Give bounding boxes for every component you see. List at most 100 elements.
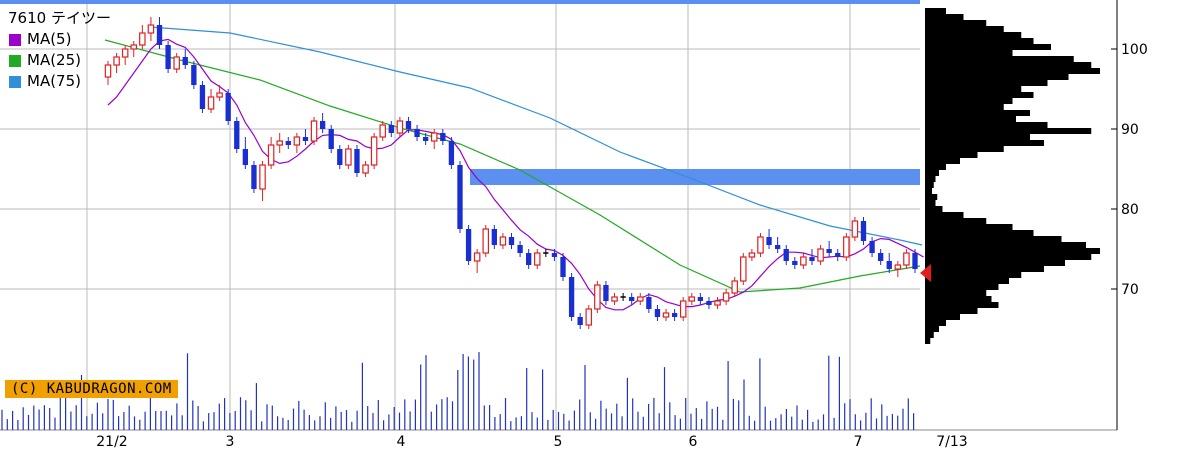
candle (835, 249, 841, 261)
volume-profile-bar (925, 80, 1048, 86)
candle (671, 309, 678, 321)
chart-title: 7610 テイツー (8, 9, 111, 27)
candle (869, 237, 875, 257)
candle (147, 17, 155, 41)
volume-profile-bar (925, 176, 936, 182)
volume-profile-bar (925, 218, 987, 224)
candle (792, 257, 798, 269)
candle (319, 113, 326, 133)
candle (259, 161, 266, 201)
candle (646, 293, 652, 313)
volume-profile-bar (925, 236, 1062, 242)
candle (533, 249, 541, 269)
candle (121, 45, 129, 65)
legend-label: MA(5) (27, 30, 72, 48)
candle (362, 161, 369, 177)
candle (757, 233, 764, 257)
candle (473, 249, 481, 273)
moving-averages (104, 26, 924, 311)
legend-label: MA(75) (27, 72, 81, 90)
candle (809, 249, 815, 265)
volume-profile-bar (925, 146, 1004, 152)
volume-profile-bar (925, 170, 939, 176)
copyright-label: (C) KABUDRAGON.COM (5, 380, 178, 398)
ma5-swatch (9, 33, 21, 46)
candle (740, 253, 747, 285)
candle (594, 281, 601, 313)
ma25-swatch (9, 54, 21, 67)
volume-profile-bar (925, 332, 934, 338)
candle (499, 233, 507, 249)
legend: 7610 テイツー MA(5) MA(25) MA(75) (6, 8, 111, 92)
candle (267, 137, 275, 169)
candle (517, 241, 523, 257)
ma25-line (104, 39, 921, 293)
volume-profile-bar (925, 8, 946, 14)
candle (706, 297, 712, 309)
volume-profile-bar (925, 314, 960, 320)
candle (182, 49, 188, 69)
candle (414, 125, 420, 141)
legend-item-ma5: MA(5) (6, 29, 111, 50)
candle (654, 305, 661, 321)
volume-profile-bar (925, 86, 1022, 92)
candle (310, 117, 318, 145)
volume-profile-bar (925, 182, 934, 188)
volume-profile-bar (925, 200, 936, 206)
candle (894, 261, 902, 277)
candle (191, 61, 197, 89)
candle (482, 225, 490, 257)
candle (328, 125, 334, 153)
candle (662, 309, 670, 321)
volume-profile-bar (925, 62, 1092, 68)
candle (903, 249, 910, 269)
volume-profile-bar (925, 230, 1034, 236)
legend-item-ma75: MA(75) (6, 71, 111, 92)
candle (156, 17, 163, 49)
candle (448, 137, 455, 169)
candle (242, 137, 249, 169)
x-tick-label: 4 (397, 434, 406, 450)
price-tick-label: 80 (1121, 202, 1139, 218)
volume-profile-bar (925, 116, 1016, 122)
candle (817, 245, 824, 265)
candle (620, 293, 626, 301)
volume-profile-bar (925, 152, 978, 158)
volume-profile-bar (925, 242, 1086, 248)
volume-profile (925, 8, 1100, 344)
candle (465, 225, 472, 265)
x-tick-label: 7/13 (936, 434, 967, 450)
volume-profile-bar (925, 338, 931, 344)
candle (766, 229, 772, 249)
volume-profile-bar (925, 44, 1051, 50)
candle (722, 289, 730, 305)
candle (637, 293, 644, 305)
gap-bands (0, 0, 920, 185)
candle (886, 253, 892, 273)
candle (405, 117, 412, 133)
candle (611, 293, 618, 305)
volume-profile-bar (925, 212, 964, 218)
x-tick-label: 6 (689, 434, 698, 450)
volume-profile-bar (925, 302, 999, 308)
candle (877, 249, 884, 265)
candle (354, 145, 360, 177)
gap-band-mid (470, 169, 920, 185)
volume-profile-bar (925, 50, 1013, 56)
candle (130, 41, 138, 57)
volume-profile-bar (925, 296, 992, 302)
volume-profile-bar (925, 158, 960, 164)
candle (388, 121, 394, 137)
x-axis: 21/2 3 4 5 6 7 7/13 (96, 434, 967, 450)
volume-profile-bar (925, 140, 1044, 146)
candle (457, 161, 463, 233)
candle (173, 53, 180, 73)
candle (860, 217, 867, 245)
candle (508, 233, 515, 249)
price-tick-label: 70 (1121, 282, 1139, 298)
candle (731, 277, 738, 297)
candle (285, 137, 291, 149)
volume-profile-bar (925, 308, 978, 314)
candle (774, 237, 781, 253)
